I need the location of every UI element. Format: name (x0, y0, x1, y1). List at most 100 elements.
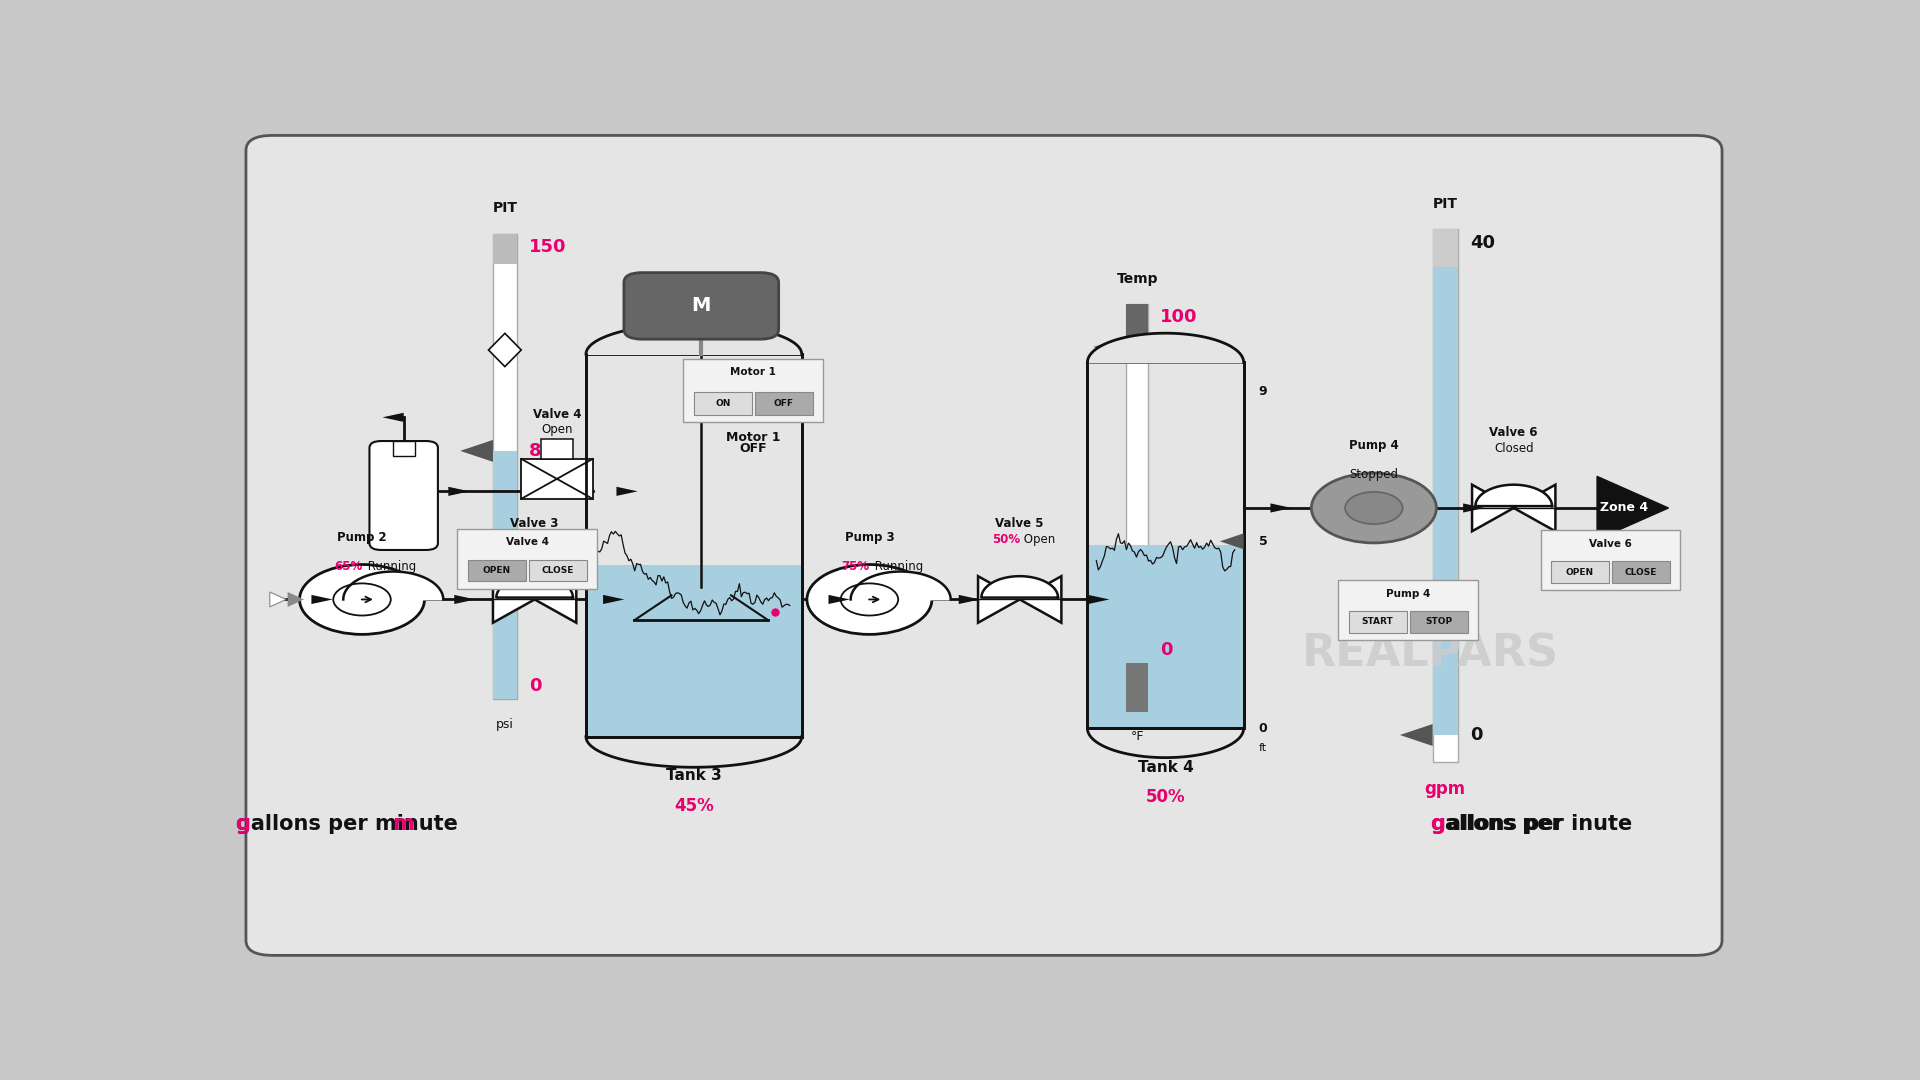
Bar (1348, 611, 1407, 633)
Text: Closed: Closed (1494, 442, 1534, 455)
Circle shape (300, 565, 424, 634)
Text: Open: Open (534, 534, 570, 546)
FancyBboxPatch shape (624, 272, 780, 339)
Text: 50%: 50% (1146, 788, 1185, 807)
FancyBboxPatch shape (1338, 580, 1478, 640)
FancyBboxPatch shape (684, 360, 824, 422)
Bar (586, 354, 803, 737)
Circle shape (806, 565, 931, 634)
Bar (693, 392, 753, 415)
Polygon shape (1463, 503, 1484, 513)
Bar (1087, 545, 1244, 728)
Circle shape (1346, 491, 1404, 524)
Text: g: g (1430, 814, 1446, 834)
Text: m: m (394, 814, 415, 834)
Polygon shape (958, 595, 979, 604)
Text: Pump 4: Pump 4 (1386, 589, 1430, 598)
Text: 0: 0 (1160, 640, 1173, 659)
Text: STOP: STOP (1425, 618, 1452, 626)
Text: Open: Open (1020, 534, 1054, 546)
Polygon shape (269, 592, 286, 607)
Bar (541, 438, 572, 459)
Bar (1087, 363, 1244, 728)
Text: 80: 80 (528, 442, 553, 460)
Text: OPEN: OPEN (482, 566, 511, 575)
Text: REALPARS: REALPARS (1302, 632, 1559, 675)
Text: allons per inute: allons per inute (1448, 814, 1632, 834)
Text: Open: Open (541, 422, 572, 435)
FancyBboxPatch shape (369, 441, 438, 550)
Polygon shape (493, 576, 576, 623)
Polygon shape (1219, 534, 1244, 550)
Text: PIT: PIT (1432, 197, 1457, 211)
Polygon shape (851, 571, 950, 599)
Text: Pump 3: Pump 3 (845, 530, 895, 543)
Text: ft: ft (1258, 743, 1267, 754)
Text: Valve 5: Valve 5 (995, 517, 1044, 530)
Polygon shape (1597, 476, 1668, 540)
Text: 89.5: 89.5 (1160, 338, 1206, 356)
Text: psi: psi (495, 717, 515, 730)
Text: 9: 9 (1258, 386, 1267, 399)
Polygon shape (311, 595, 332, 604)
Bar (1127, 581, 1148, 712)
Polygon shape (1475, 485, 1551, 507)
Text: 150: 150 (528, 238, 566, 256)
Bar (755, 392, 812, 415)
Bar (520, 459, 593, 499)
Text: g: g (236, 814, 250, 834)
Polygon shape (603, 595, 624, 604)
Text: Pump 4: Pump 4 (1350, 440, 1400, 453)
Text: Valve 6: Valve 6 (1590, 539, 1632, 549)
Text: Motor 1: Motor 1 (730, 367, 776, 377)
Text: Tank 3: Tank 3 (666, 768, 722, 783)
Polygon shape (382, 413, 403, 422)
Polygon shape (586, 324, 803, 354)
Circle shape (841, 583, 899, 616)
Polygon shape (829, 595, 851, 604)
Polygon shape (461, 440, 493, 462)
Bar (493, 450, 516, 699)
Polygon shape (1271, 503, 1292, 513)
Text: gallons per minute: gallons per minute (236, 814, 457, 834)
Text: OFF: OFF (774, 399, 793, 408)
FancyBboxPatch shape (1540, 530, 1680, 591)
FancyBboxPatch shape (457, 529, 597, 589)
Text: Zone 4: Zone 4 (1599, 501, 1647, 514)
Text: 100: 100 (1160, 309, 1198, 326)
Text: OFF: OFF (739, 443, 768, 456)
Polygon shape (977, 576, 1062, 623)
Bar (392, 441, 415, 456)
Text: gpm: gpm (1425, 780, 1465, 798)
Bar (1127, 305, 1148, 712)
Text: Motor 1: Motor 1 (726, 431, 781, 444)
Text: 75%: 75% (841, 559, 870, 572)
Text: Valve 4: Valve 4 (505, 537, 549, 548)
Circle shape (1311, 473, 1436, 543)
Text: 50%: 50% (507, 534, 534, 546)
Polygon shape (1092, 336, 1127, 357)
Polygon shape (1473, 485, 1555, 531)
Text: START: START (1361, 618, 1394, 626)
Text: 50%: 50% (991, 534, 1020, 546)
Polygon shape (616, 487, 637, 496)
Text: Valve 4: Valve 4 (532, 407, 582, 420)
Bar (493, 233, 516, 699)
Polygon shape (344, 571, 444, 599)
Bar (1432, 229, 1457, 761)
Bar (468, 559, 526, 581)
Bar (586, 565, 803, 737)
Bar (1409, 611, 1467, 633)
Text: Stopped: Stopped (1350, 468, 1398, 481)
Text: CLOSE: CLOSE (541, 566, 574, 575)
Text: Pump 2: Pump 2 (338, 530, 386, 543)
Text: PIT: PIT (492, 201, 516, 215)
Bar (528, 559, 588, 581)
Text: Running: Running (872, 559, 924, 572)
FancyBboxPatch shape (246, 135, 1722, 956)
Circle shape (334, 583, 392, 616)
Polygon shape (1087, 334, 1244, 363)
Bar (1127, 305, 1148, 357)
Text: Valve 6: Valve 6 (1490, 426, 1538, 438)
Bar (1551, 562, 1609, 583)
